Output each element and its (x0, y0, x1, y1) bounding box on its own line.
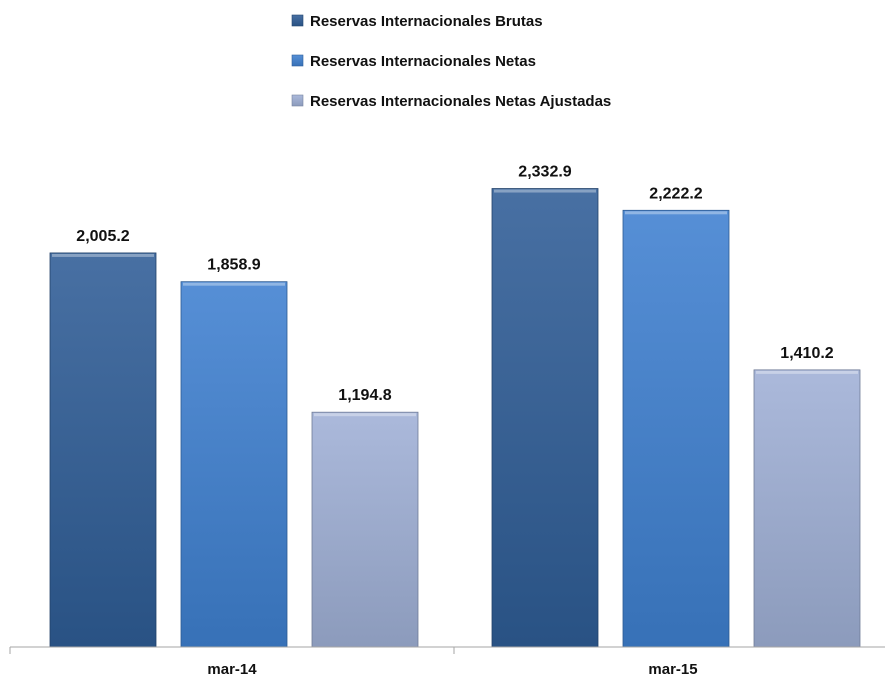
bar (753, 369, 861, 648)
data-label: 2,222.2 (649, 185, 702, 202)
data-label: 1,410.2 (780, 345, 833, 362)
bar (49, 252, 157, 648)
data-label: 2,005.2 (76, 228, 129, 245)
legend: Reservas Internacionales Brutas Reservas … (291, 13, 611, 110)
legend-label: Reservas Internacionales Brutas (310, 13, 543, 30)
legend-label: Reservas Internacionales Netas (310, 53, 536, 70)
bar (180, 281, 288, 648)
bar-highlight (625, 211, 727, 215)
bar-highlight (314, 413, 416, 417)
category-label: mar-15 (648, 661, 697, 678)
value-labels: 2,005.2 2,332.9 1,858.9 2,222.2 1,194.8 1,410… (76, 164, 833, 405)
legend-label: Reservas Internacionales Netas Ajustadas (310, 93, 611, 110)
bar (311, 411, 419, 648)
bars (49, 188, 861, 648)
legend-swatch (291, 94, 304, 107)
category-labels: mar-14 mar-15 (207, 661, 697, 678)
legend-swatch (291, 54, 304, 67)
bar-highlight (52, 253, 154, 257)
bar-highlight (756, 370, 858, 374)
data-label: 1,858.9 (207, 257, 260, 274)
data-label: 2,332.9 (518, 164, 571, 181)
bar-highlight (183, 282, 285, 286)
bar-highlight (494, 189, 596, 193)
category-label: mar-14 (207, 661, 257, 678)
data-label: 1,194.8 (338, 387, 391, 404)
bar (622, 209, 730, 648)
bar (491, 188, 599, 648)
legend-swatch (291, 14, 304, 27)
